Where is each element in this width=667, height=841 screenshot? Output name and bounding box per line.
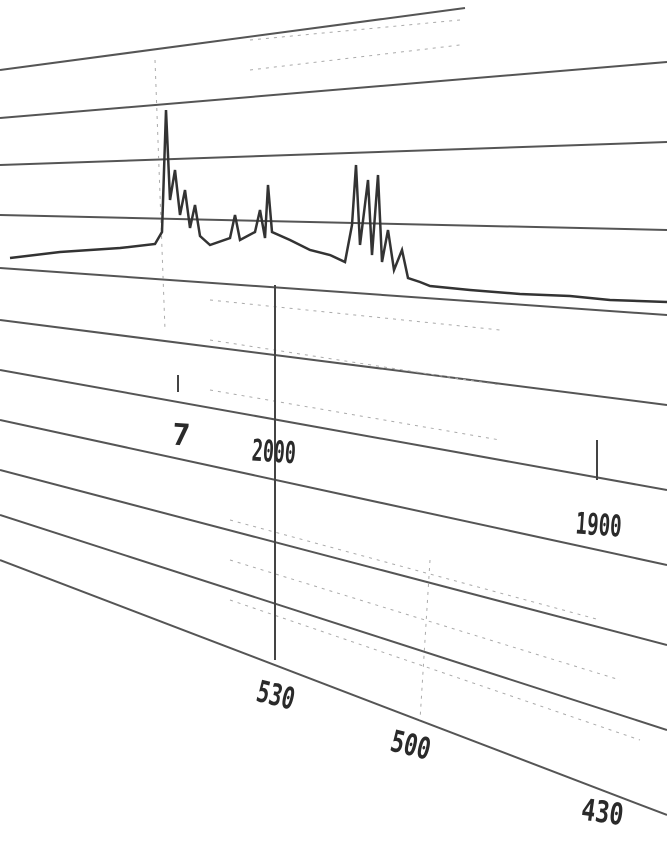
- spectrum-trace: [9, 109, 667, 304]
- upper-label: 7: [171, 418, 191, 454]
- lower-label: 430: [579, 793, 625, 834]
- upper-label: 2000: [251, 433, 297, 471]
- upper-label: 1900: [574, 506, 622, 544]
- chart-rules: [0, 7, 667, 816]
- labels: 7 2000 1900 530 500 430: [171, 418, 626, 834]
